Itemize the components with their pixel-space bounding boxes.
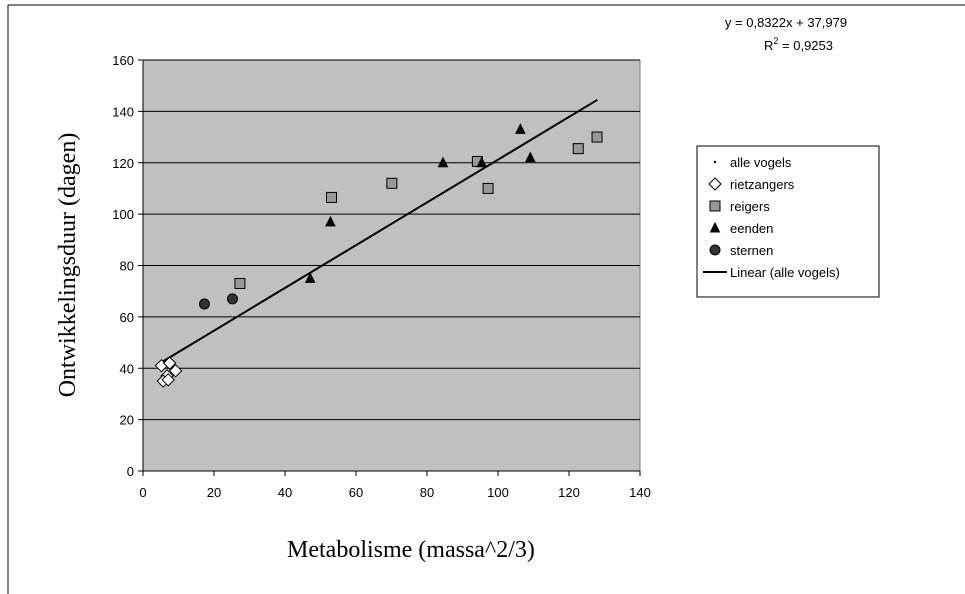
circle-marker — [198, 298, 210, 310]
r-squared-label: R2 = 0,9253 — [764, 36, 833, 53]
markers-layer — [154, 123, 603, 388]
legend-box — [696, 145, 880, 298]
legend-label: sternen — [730, 243, 773, 258]
r-squared-exponent: 2 — [773, 36, 778, 46]
x-axis-title: Metabolisme (massa^2/3) — [287, 537, 535, 563]
x-tick-label: 40 — [278, 485, 292, 500]
legend-dot-swatch — [713, 160, 717, 164]
y-tick-label: 20 — [120, 413, 134, 428]
y-tick-label: 80 — [120, 259, 134, 274]
y-tick-label: 140 — [112, 104, 134, 119]
legend-diamond-swatch — [708, 177, 722, 191]
square-marker — [234, 277, 246, 289]
legend-label: eenden — [730, 221, 773, 236]
legend-label: alle vogels — [730, 155, 792, 170]
diamond-marker — [161, 373, 175, 387]
legend-label: Linear (alle vogels) — [730, 265, 840, 280]
y-tick-label: 100 — [112, 207, 134, 222]
x-tick-label: 100 — [487, 485, 509, 500]
trendline-layer — [160, 98, 598, 364]
x-axis-ticks: 0 20 40 60 80 100 120 140 — [139, 471, 651, 500]
square-marker — [326, 191, 338, 203]
legend-square-swatch — [709, 200, 721, 212]
y-axis-ticks: 0 20 40 60 80 100 120 140 160 — [112, 53, 143, 479]
legend-triangle-swatch — [709, 221, 721, 233]
x-tick-label: 60 — [349, 485, 363, 500]
triangle-marker — [325, 215, 336, 227]
triangle-marker — [524, 151, 536, 163]
circle-marker — [226, 293, 238, 305]
triangle-marker — [476, 156, 487, 168]
trendline-equation: y = 0,8322x + 37,979 — [725, 15, 847, 30]
legend-circle-swatch — [709, 244, 721, 256]
y-tick-label: 60 — [120, 310, 134, 325]
square-marker — [386, 177, 398, 189]
square-marker — [591, 131, 603, 143]
legend-label: rietzangers — [730, 177, 795, 192]
x-tick-label: 120 — [558, 485, 580, 500]
x-tick-label: 80 — [420, 485, 434, 500]
legend-items: alle vogels rietzangers reigers eenden stern… — [703, 155, 840, 280]
x-tick-label: 140 — [629, 485, 651, 500]
triangle-marker — [515, 123, 526, 134]
square-marker — [572, 143, 584, 155]
r-squared-value: = 0,9253 — [778, 38, 833, 53]
x-tick-label: 0 — [139, 485, 146, 500]
x-tick-label: 20 — [207, 485, 221, 500]
y-tick-label: 0 — [127, 464, 134, 479]
trendline — [160, 98, 598, 364]
square-marker — [482, 182, 494, 194]
diamond-marker — [168, 364, 183, 378]
r-squared-prefix: R — [764, 38, 773, 53]
y-tick-label: 120 — [112, 156, 134, 171]
y-tick-label: 40 — [120, 361, 134, 376]
gridlines — [143, 59, 640, 421]
triangle-marker — [304, 272, 316, 283]
diamond-marker — [162, 356, 177, 370]
triangle-marker — [437, 156, 449, 168]
legend-label: reigers — [730, 199, 770, 214]
y-tick-label: 160 — [112, 53, 134, 68]
y-axis-title: Ontwikkelingsduur (dagen) — [55, 133, 81, 398]
